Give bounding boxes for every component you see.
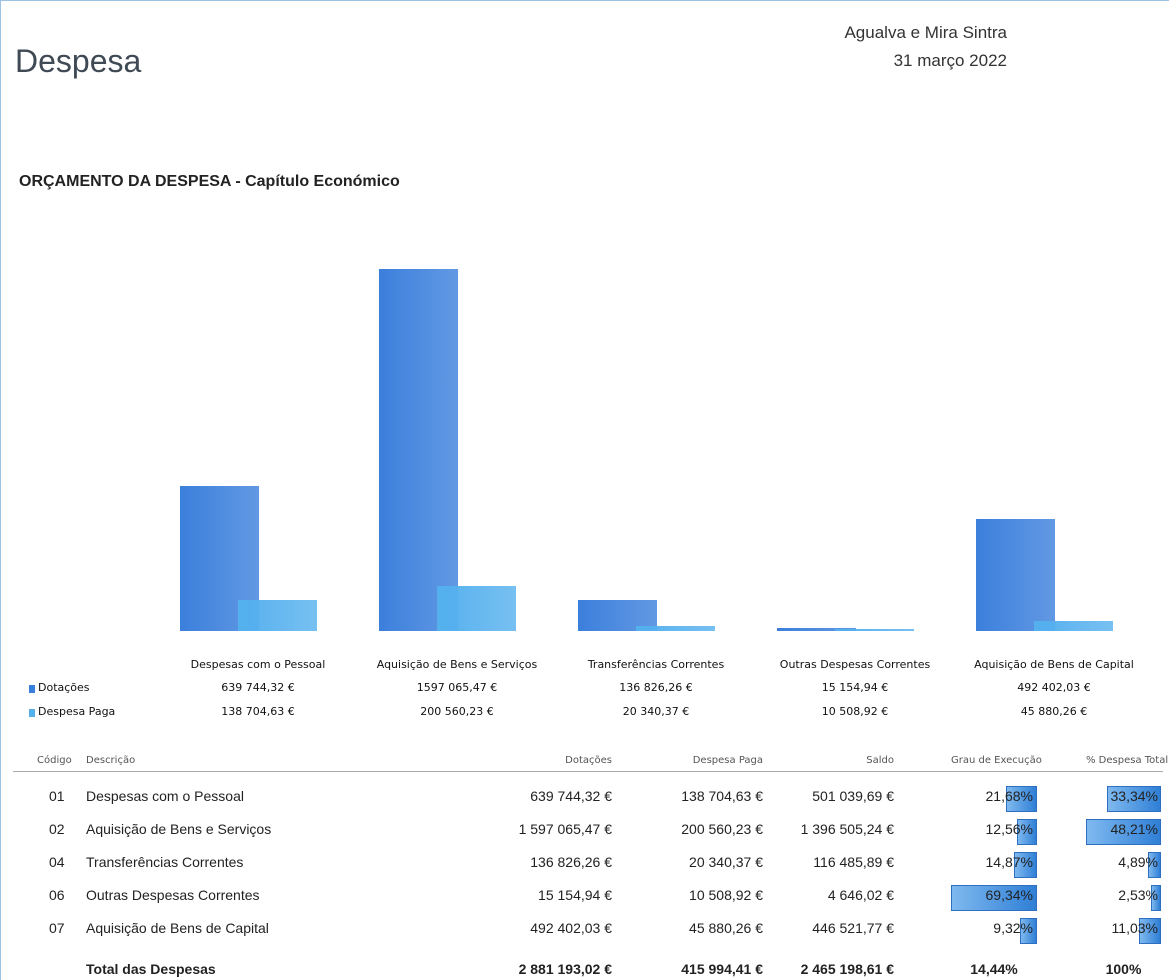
value-label: 10 508,92 € [821, 705, 889, 718]
data-bar [1020, 918, 1037, 944]
data-bar [1139, 918, 1161, 944]
total-cell: 100% [1105, 961, 1142, 977]
column-header: Despesa Paga [692, 755, 763, 766]
column-header: Grau de Execução [951, 755, 1042, 766]
category-label: Aquisição de Bens e Serviços [367, 641, 547, 671]
data-bar [1005, 786, 1037, 812]
value-label: 138 704,63 € [221, 705, 295, 718]
table-cell: 2,53% [1118, 887, 1158, 903]
table-cell: 48,21% [1110, 821, 1158, 837]
bar [636, 626, 715, 631]
table-cell: 12,56% [985, 821, 1033, 837]
column-header: % Despesa Total [1086, 755, 1169, 766]
column-header: Código [37, 755, 72, 766]
legend-label: Dotações [38, 681, 90, 694]
category-label: Outras Despesas Correntes [765, 641, 945, 671]
bar [379, 269, 458, 631]
category-text: Aquisição de Bens e Serviços [376, 658, 538, 671]
table-cell: 200 560,23 € [681, 821, 763, 837]
legend-swatch [29, 685, 35, 693]
value-label: 20 340,37 € [622, 705, 690, 718]
table-cell: 116 485,89 € [813, 854, 894, 870]
bar [777, 627, 856, 631]
value-label: 136 826,26 € [619, 681, 693, 694]
data-bar [1151, 885, 1161, 911]
total-cell: 2 465 198,61 € [800, 961, 894, 977]
data-bar [1086, 819, 1161, 845]
category-label: Despesas com o Pessoal [168, 641, 348, 671]
table-cell: 45 880,26 € [689, 920, 763, 936]
table-cell: 04 [49, 854, 65, 870]
bar [578, 599, 657, 631]
bar [437, 585, 516, 631]
table-cell: 1 597 065,47 € [518, 821, 612, 837]
value-label: 200 560,23 € [420, 705, 494, 718]
bar [238, 599, 317, 631]
table-cell: 69,34% [985, 887, 1033, 903]
value-label: 492 402,03 € [1017, 681, 1091, 694]
category-label: Transferências Correntes [566, 641, 746, 671]
column-header: Saldo [866, 755, 894, 766]
table-cell: 07 [49, 920, 65, 936]
location: Agualva e Mira Sintra [844, 23, 1007, 42]
data-bar [1148, 852, 1161, 878]
table-cell: 492 402,03 € [530, 920, 612, 936]
total-cell: 2 881 193,02 € [518, 961, 612, 977]
table-cell: 01 [49, 788, 65, 804]
table-cell: Aquisição de Bens de Capital [86, 920, 269, 936]
category-label: Aquisição de Bens de Capital [964, 641, 1144, 671]
column-header: Dotações [565, 755, 612, 766]
table-cell: 136 826,26 € [530, 854, 612, 870]
table-cell: Aquisição de Bens e Serviços [86, 821, 272, 837]
category-text: Outras Despesas Correntes [779, 658, 931, 671]
data-bar [1016, 819, 1037, 845]
table-cell: 33,34% [1110, 788, 1158, 804]
report-date: 31 março 2022 [893, 51, 1007, 70]
category-text: Transferências Correntes [587, 658, 725, 671]
total-cell: Total das Despesas [86, 961, 216, 977]
table-cell: 1 396 505,24 € [800, 821, 894, 837]
value-label: 1597 065,47 € [416, 681, 498, 694]
table-cell: 4,89% [1118, 854, 1158, 870]
table-cell: 10 508,92 € [689, 887, 763, 903]
table-cell: 15 154,94 € [538, 887, 612, 903]
table-cell: 06 [49, 887, 65, 903]
legend-swatch [29, 709, 35, 717]
data-bar [951, 885, 1037, 911]
table-cell: 02 [49, 821, 65, 837]
value-label: 15 154,94 € [821, 681, 889, 694]
table-cell: 639 744,32 € [530, 788, 612, 804]
total-cell: 415 994,41 € [681, 961, 763, 977]
total-cell: 14,44% [970, 961, 1018, 977]
bar [835, 628, 914, 631]
table-cell: 11,03% [1111, 920, 1158, 936]
table-cell: Outras Despesas Correntes [86, 887, 260, 903]
table-cell: 446 521,77 € [812, 920, 894, 936]
header-rule [13, 771, 1163, 772]
table-cell: 9,32% [993, 920, 1033, 936]
page-title: Despesa [15, 43, 142, 79]
table-cell: 14,87% [985, 854, 1033, 870]
bar [1034, 620, 1113, 631]
chart-title: ORÇAMENTO DA DESPESA - Capítulo Económic… [19, 173, 400, 190]
category-text: Despesas com o Pessoal [190, 658, 326, 671]
value-label: 45 880,26 € [1020, 705, 1088, 718]
legend-label: Despesa Paga [38, 705, 116, 718]
data-bar [1107, 786, 1161, 812]
data-bar [1013, 852, 1037, 878]
value-label: 639 744,32 € [221, 681, 295, 694]
table-cell: 21,68% [985, 788, 1033, 804]
column-header: Descrição [86, 755, 136, 766]
table-cell: 501 039,69 € [812, 788, 894, 804]
table-cell: 20 340,37 € [689, 854, 763, 870]
table-cell: 138 704,63 € [681, 788, 763, 804]
table-cell: 4 646,02 € [827, 887, 894, 903]
table-cell: Despesas com o Pessoal [86, 788, 244, 804]
bar [976, 519, 1055, 631]
category-text: Aquisição de Bens de Capital [974, 658, 1134, 671]
table-cell: Transferências Correntes [86, 854, 244, 870]
